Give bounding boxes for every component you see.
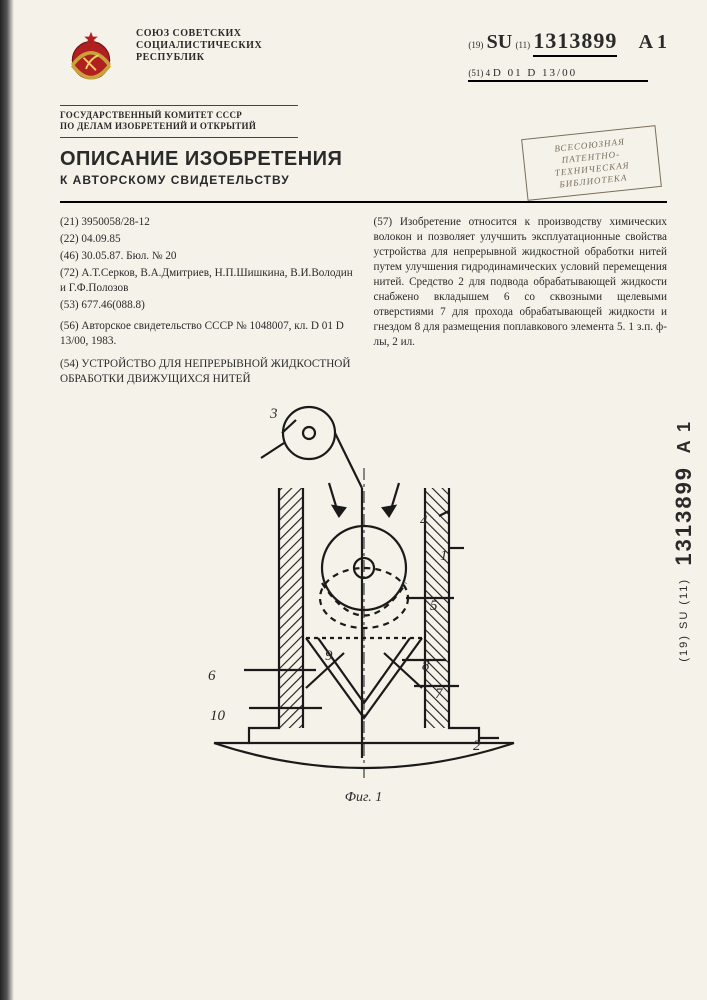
library-stamp: ВСЕСОЮЗНАЯ ПАТЕНТНО- ТЕХНИЧЕСКАЯ БИБЛИОТ… [521, 125, 662, 201]
ipc-label: (51) 4 [468, 68, 490, 78]
union-label: СОЮЗ СОВЕТСКИХ СОЦИАЛИСТИЧЕСКИХ РЕСПУБЛИ… [136, 28, 262, 64]
vertical-pub-code: (19) SU (11) 1313899 A 1 [671, 420, 697, 662]
page-container: СОЮЗ СОВЕТСКИХ СОЦИАЛИСТИЧЕСКИХ РЕСПУБЛИ… [0, 0, 707, 1000]
biblio-72: (72) А.Т.Серков, В.А.Дмитриев, Н.П.Шишки… [60, 266, 354, 296]
code-19: (19) [468, 40, 483, 50]
figure-callout: 5 [430, 598, 438, 615]
side-prefix: (19) SU (11) [678, 578, 690, 662]
figure-labels: 3 4 1 5 87 6 9 10 2 [60, 398, 667, 788]
biblio-56: (56) Авторское свидетельство СССР № 1048… [60, 319, 354, 349]
pub-line: (19) SU (11) 1313899 A 1 [468, 28, 667, 57]
invention-title: (54) УСТРОЙСТВО ДЛЯ НЕПРЕРЫВНОЙ ЖИДКОСТН… [60, 357, 354, 387]
figure-callout: 4 [420, 513, 428, 530]
publication-number: 1313899 [533, 28, 617, 57]
two-column-body: (21) 3950058/28-12 (22) 04.09.85 (46) 30… [60, 215, 667, 390]
ussr-emblem-icon [60, 28, 122, 90]
ipc-line: (51) 4 D 01 D 13/00 [468, 67, 648, 82]
biblio-21: (21) 3950058/28-12 [60, 215, 354, 230]
publication-block: (19) SU (11) 1313899 A 1 (51) 4 D 01 D 1… [468, 28, 667, 82]
ipc-code: D 01 D 13/00 [493, 67, 577, 79]
figure-callout: 10 [210, 708, 225, 725]
committee-label: ГОСУДАРСТВЕННЫЙ КОМИТЕТ СССР ПО ДЕЛАМ ИЗ… [60, 105, 298, 138]
biblio-46: (46) 30.05.87. Бюл. № 20 [60, 249, 354, 264]
figure-callout: 6 [208, 668, 216, 685]
kind-code: A 1 [639, 31, 667, 53]
figure-callout: 9 [325, 648, 333, 665]
figure-callout: 1 [440, 548, 448, 565]
doc-subtitle: К АВТОРСКОМУ СВИДЕТЕЛЬСТВУ [60, 173, 342, 187]
figure-callout: 8 [422, 658, 430, 675]
left-column: (21) 3950058/28-12 (22) 04.09.85 (46) 30… [60, 215, 354, 390]
side-kind: A 1 [674, 420, 694, 453]
abstract-text: (57) Изобретение относится к производств… [374, 215, 668, 351]
right-column-abstract: (57) Изобретение относится к производств… [374, 215, 668, 390]
titles: ОПИСАНИЕ ИЗОБРЕТЕНИЯ К АВТОРСКОМУ СВИДЕТ… [60, 148, 342, 187]
biblio-22: (22) 04.09.85 [60, 232, 354, 247]
code-11: (11) [515, 40, 530, 50]
figure-callout: 7 [435, 686, 443, 703]
doc-title: ОПИСАНИЕ ИЗОБРЕТЕНИЯ [60, 148, 342, 171]
side-number: 1313899 [671, 466, 696, 566]
biblio-53: (53) 677.46(088.8) [60, 298, 354, 313]
figure-callout: 2 [473, 738, 481, 755]
figure-callout: 3 [270, 406, 278, 423]
hr-top [60, 201, 667, 203]
figure-area: 3 4 1 5 87 6 9 10 2 [60, 398, 667, 788]
emblem-block [60, 28, 122, 95]
country-code: SU [487, 31, 513, 53]
figure-caption: Фиг. 1 [60, 790, 667, 806]
header-row: СОЮЗ СОВЕТСКИХ СОЦИАЛИСТИЧЕСКИХ РЕСПУБЛИ… [60, 28, 667, 95]
